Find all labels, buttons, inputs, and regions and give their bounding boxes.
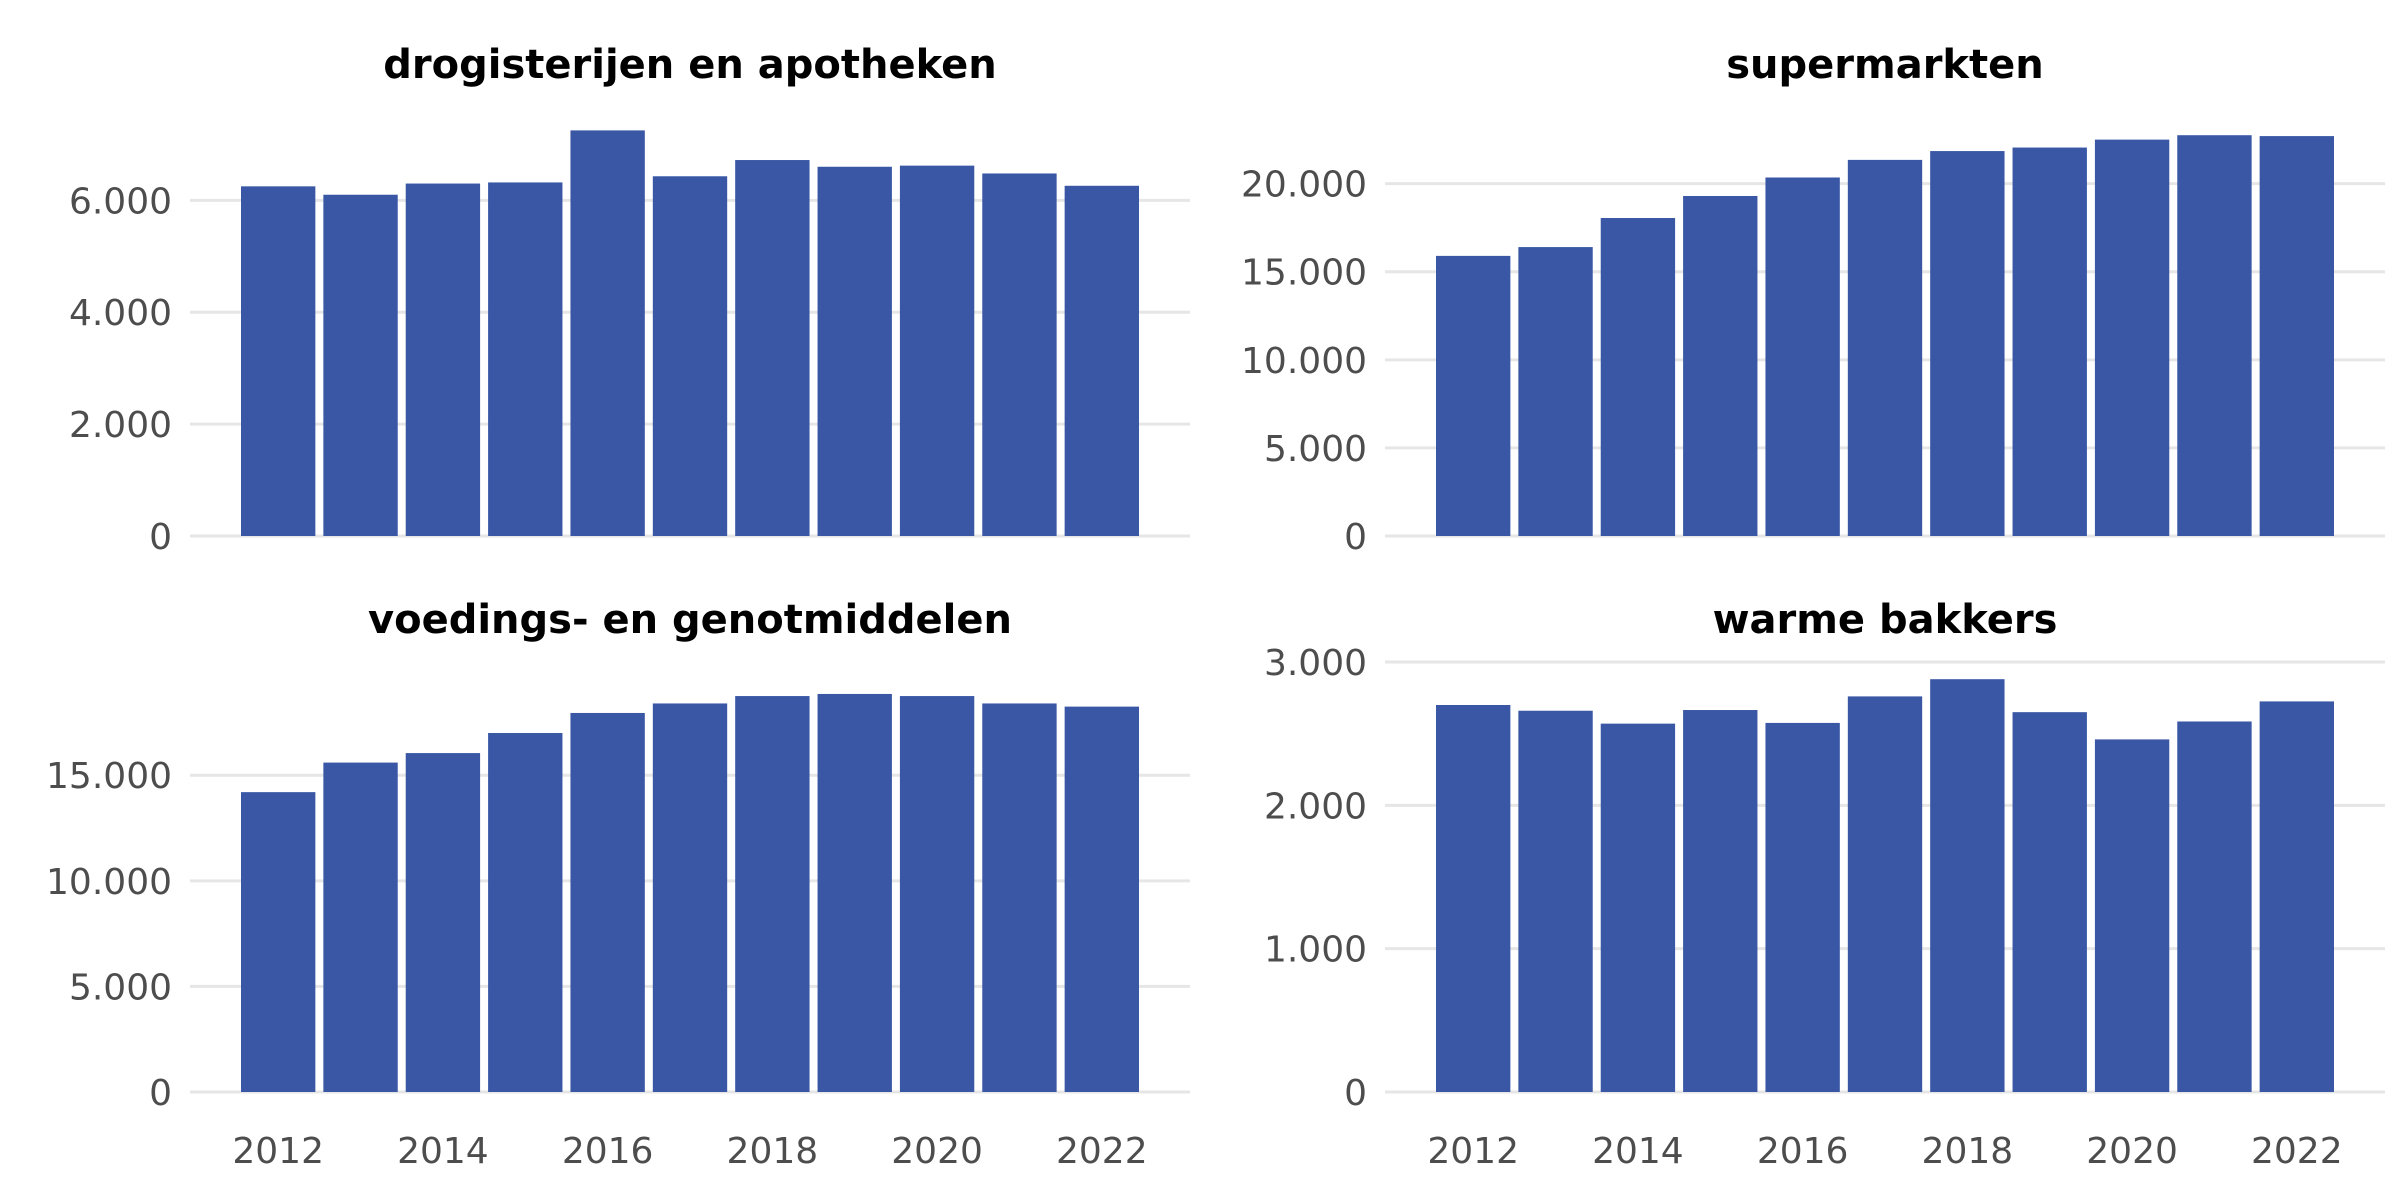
y-tick-label: 3.000 [1264,643,1367,684]
bar-2017 [652,176,728,536]
bar-2014 [1600,218,1676,537]
panel-2: 0 5.000 10.000 15.000 20.000 supermarkten [1241,42,2385,558]
x-tick-label: 2020 [891,1131,983,1172]
bar-2019 [817,166,892,536]
x-tick-label: 2012 [232,1131,324,1172]
y-tick-label: 0 [149,1073,172,1114]
bar-2021 [982,703,1057,1092]
bar-2019 [2012,712,2087,1092]
bar-2020 [899,696,975,1092]
bar-2017 [1847,159,1923,537]
bar-2013 [323,194,398,536]
bar-2019 [2012,147,2087,536]
y-tick-label: 4.000 [69,293,172,334]
x-tick-label: 2018 [727,1131,819,1172]
bar-2020 [899,165,975,537]
bar-2014 [1600,723,1676,1092]
bar-2018 [1930,679,2005,1092]
bar-2014 [405,753,481,1092]
x-tick-label: 2014 [397,1131,489,1172]
y-tick-label: 10.000 [1241,341,1367,382]
bar-2020 [2094,139,2170,537]
bar-2021 [2177,135,2252,536]
y-tick-label: 5.000 [69,967,172,1008]
bar-2017 [652,703,728,1092]
x-tick-label: 2014 [1592,1131,1684,1172]
bar-2012 [241,186,316,537]
x-tick-label: 2016 [1757,1131,1849,1172]
bar-2016 [570,130,645,536]
bar-2022 [1064,185,1139,536]
y-tick-label: 2.000 [1264,786,1367,827]
x-tick-label: 2022 [1056,1131,1148,1172]
y-tick-label: 0 [149,517,172,558]
x-tick-label: 2022 [2251,1131,2343,1172]
bar-2021 [2177,721,2252,1092]
bar-2015 [1683,710,1758,1092]
bar-2018 [1930,151,2005,536]
bar-2013 [1518,247,1593,536]
bar-2016 [1765,722,1840,1092]
panel-title: supermarkten [1726,42,2044,88]
bar-2022 [1064,706,1139,1092]
x-tick-label: 2012 [1427,1131,1519,1172]
bar-2012 [1436,255,1511,537]
panel-title: warme bakkers [1713,597,2058,643]
panel-3: 0 5.000 10.000 15.000 voedings- en genotmidd… [46,597,1190,1172]
bar-2021 [982,173,1057,536]
y-tick-label: 15.000 [46,756,172,797]
panel-title: drogisterijen en apotheken [383,42,996,88]
bar-2020 [2094,739,2170,1092]
panel-1: 0 2.000 4.000 6.000 drogisterijen en apothek… [69,42,1190,558]
bar-2015 [488,182,563,536]
bar-2016 [1765,177,1840,536]
bar-2015 [1683,195,1758,536]
bar-2018 [735,160,810,536]
y-tick-label: 10.000 [46,862,172,903]
x-tick-label: 2016 [562,1131,654,1172]
bar-2019 [817,693,892,1092]
y-tick-label: 0 [1344,1073,1367,1114]
bar-2022 [2259,701,2334,1092]
bar-2017 [1847,696,1923,1092]
bar-2018 [735,696,810,1092]
bar-2012 [1436,705,1511,1092]
bar-2016 [570,712,645,1092]
y-tick-label: 2.000 [69,405,172,446]
bar-2022 [2259,136,2334,536]
y-tick-label: 1.000 [1264,930,1367,971]
bar-2015 [488,733,563,1092]
y-tick-label: 6.000 [69,181,172,222]
bar-2014 [405,183,481,537]
x-tick-label: 2018 [1922,1131,2014,1172]
y-tick-label: 20.000 [1241,165,1367,206]
bar-2013 [323,762,398,1092]
y-tick-label: 5.000 [1264,429,1367,470]
bar-2013 [1518,710,1593,1092]
panel-4: 0 1.000 2.000 3.000 warme bakkers 2012 2014 201… [1264,597,2385,1172]
bar-2012 [241,792,316,1092]
panel-title: voedings- en genotmiddelen [368,597,1012,643]
y-tick-label: 0 [1344,517,1367,558]
y-tick-label: 15.000 [1241,253,1367,294]
x-tick-label: 2020 [2086,1131,2178,1172]
